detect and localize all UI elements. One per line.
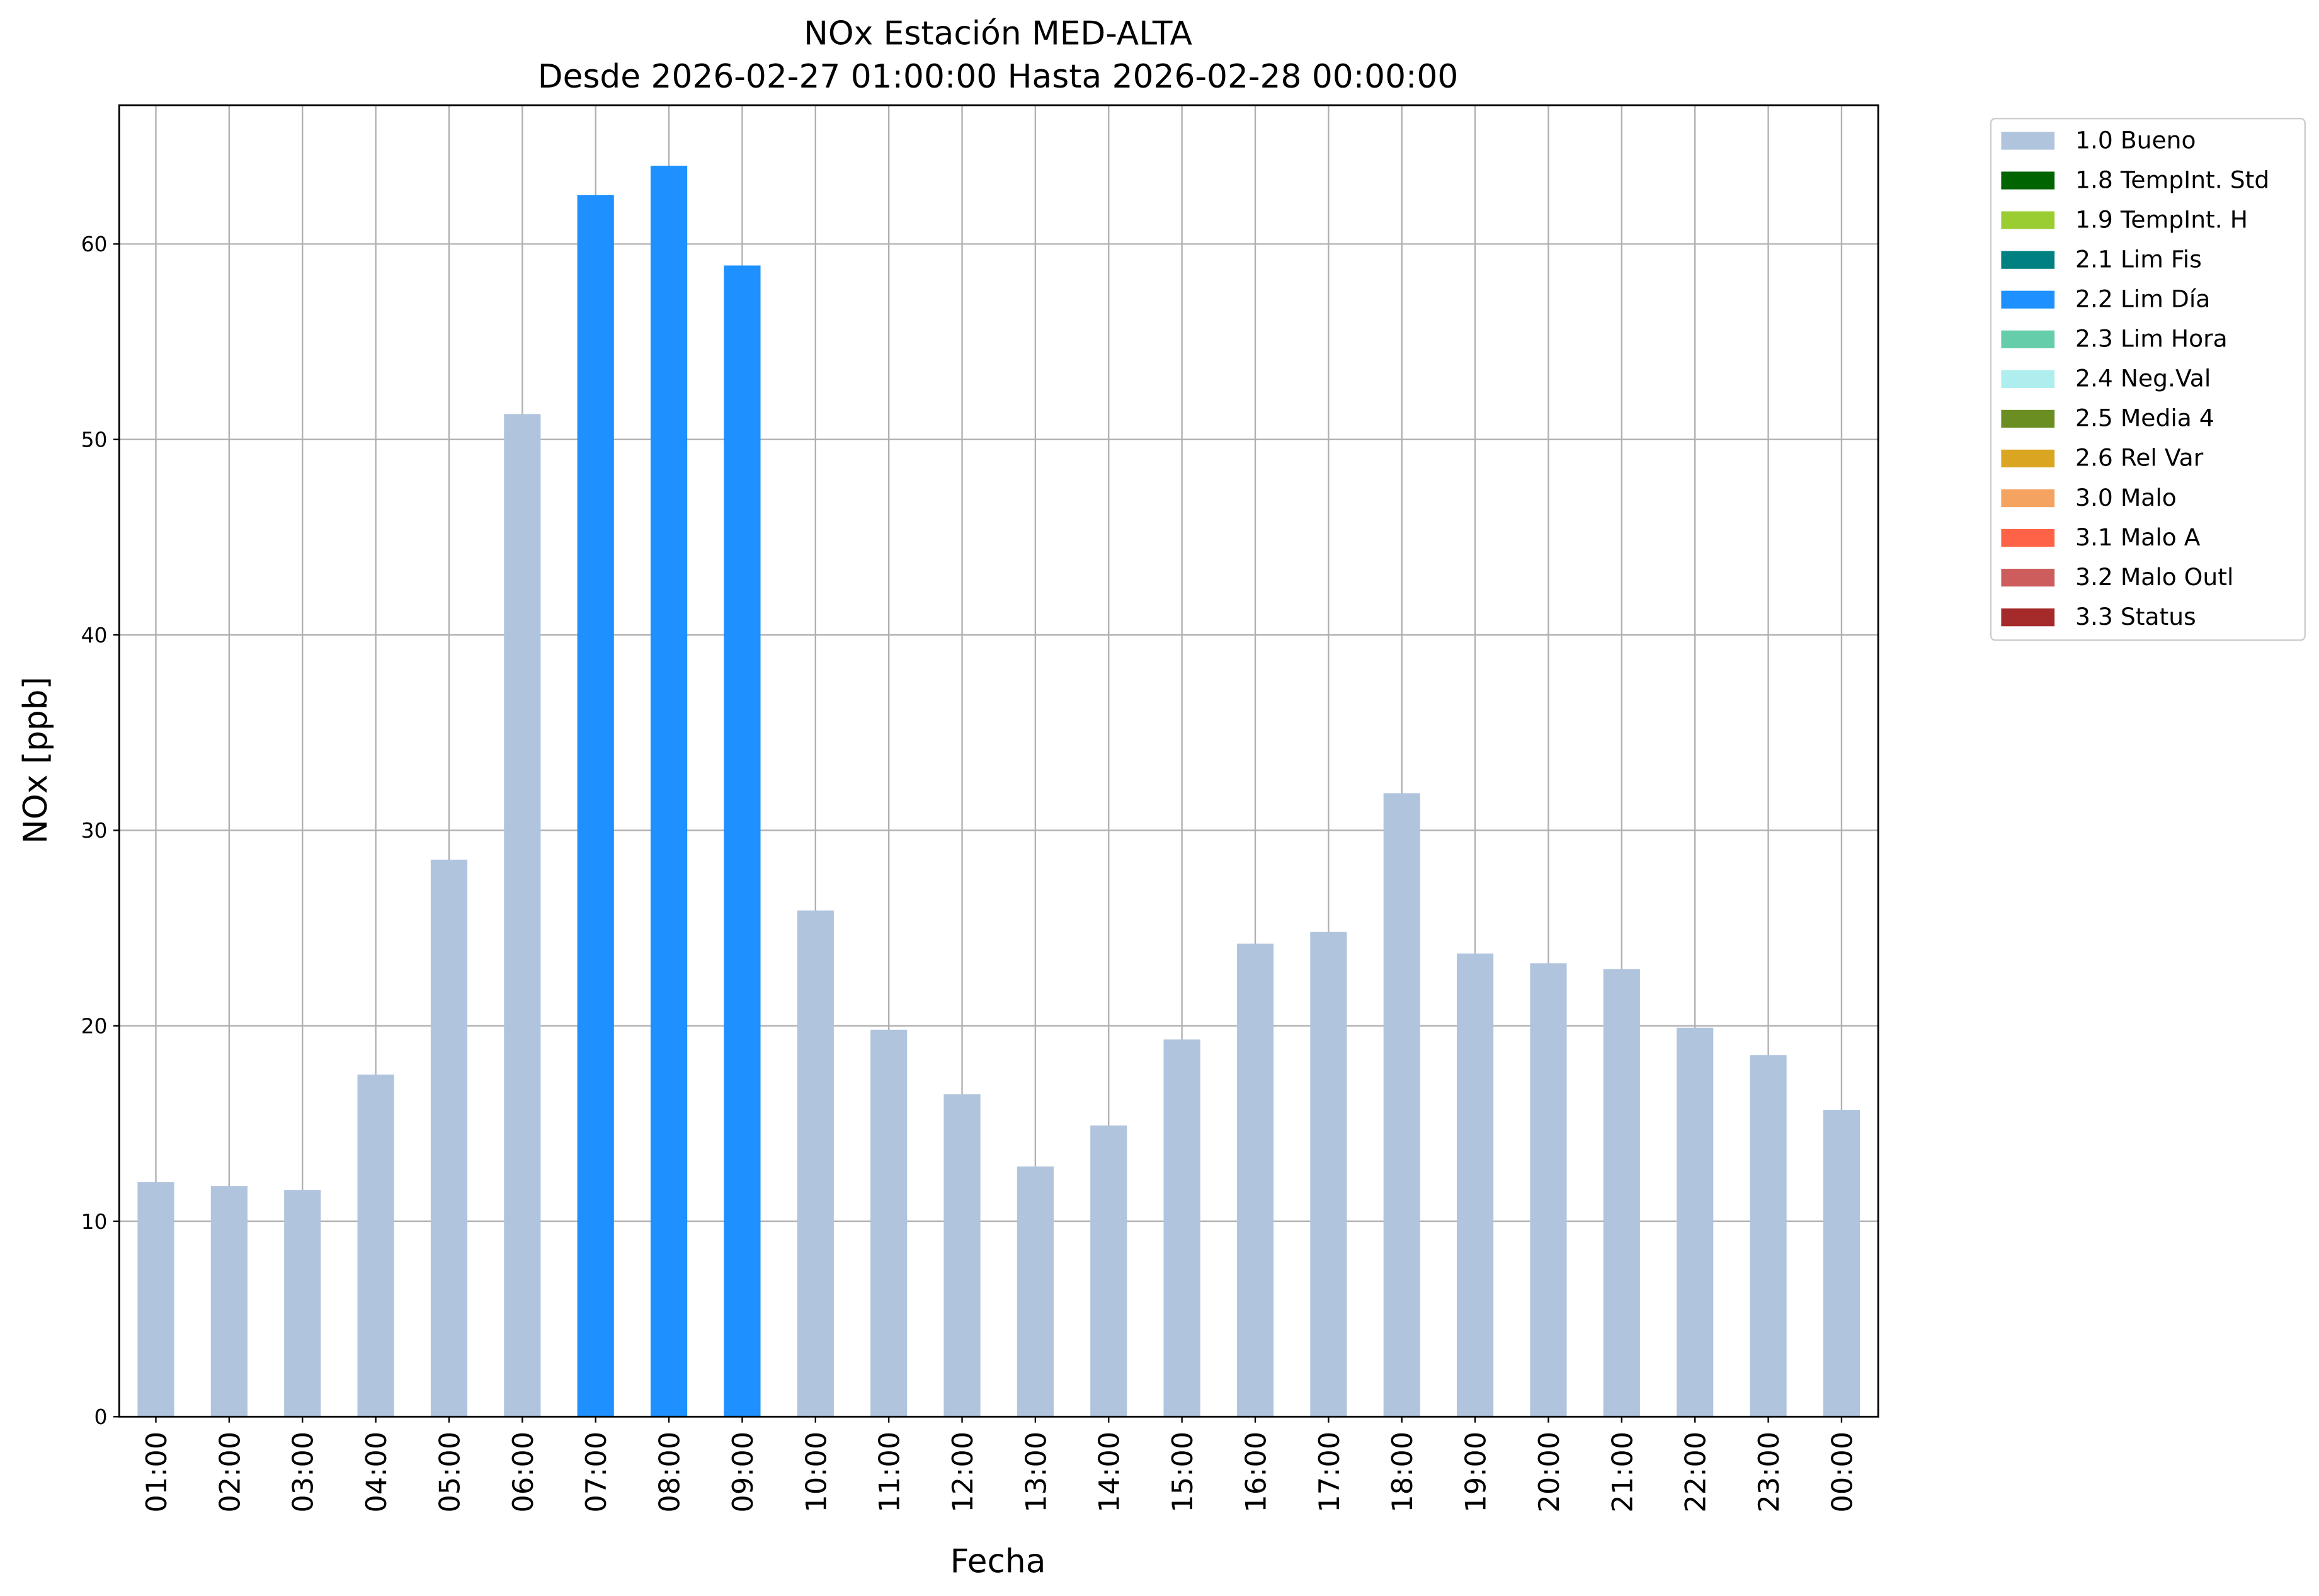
x-axis-label: Fecha [950,1542,1046,1580]
bar [1310,932,1347,1417]
bar [1823,1110,1860,1417]
x-tick-label: 02:00 [214,1432,246,1513]
chart-title: NOx Estación MED-ALTA [804,15,1192,53]
x-tick-label: 09:00 [727,1432,760,1513]
x-tick-label: 06:00 [507,1432,540,1513]
bar [1090,1125,1127,1417]
legend-swatch [2001,370,2055,388]
x-tick-label: 21:00 [1606,1432,1639,1513]
x-tick-label: 19:00 [1460,1432,1493,1513]
x-tick-label: 01:00 [140,1432,173,1513]
y-tick-label: 20 [81,1013,108,1038]
legend-label: 1.9 TempInt. H [2075,205,2248,233]
bar [210,1186,248,1417]
x-tick-label: 13:00 [1020,1432,1052,1513]
bar [577,195,614,1417]
y-tick-label: 40 [81,623,108,647]
x-tick-label: 07:00 [580,1432,613,1513]
legend-swatch [2001,290,2055,309]
x-tick-label: 14:00 [1093,1432,1126,1513]
legend-swatch [2001,608,2055,627]
legend-swatch [2001,569,2055,587]
bar [1236,943,1274,1417]
bar [284,1190,321,1417]
bar [724,265,761,1417]
legend-swatch [2001,330,2055,348]
y-axis-label: NOx [ppb] [17,676,55,843]
y-tick-label: 10 [81,1209,108,1234]
legend-swatch [2001,409,2055,428]
x-tick-label: 15:00 [1166,1432,1199,1513]
legend-swatch [2001,449,2055,468]
legend-label: 2.3 Lim Hora [2075,325,2228,353]
bar [1530,963,1567,1417]
legend-swatch [2001,132,2055,150]
x-tick-label: 05:00 [433,1432,466,1513]
y-tick-label: 60 [81,232,108,256]
legend-label: 2.1 Lim Fis [2075,245,2202,273]
bar [1163,1039,1200,1417]
legend-box [1990,118,2306,641]
bar [1383,793,1420,1417]
x-tick-label: 22:00 [1680,1432,1712,1513]
bar [1603,969,1640,1417]
x-tick-label: 08:00 [654,1432,687,1513]
chart-subtitle: Desde 2026-02-27 01:00:00 Hasta 2026-02-… [538,58,1459,96]
x-tick-label: 20:00 [1533,1432,1566,1513]
legend-label: 3.2 Malo Outl [2075,563,2233,591]
x-tick-label: 04:00 [360,1432,393,1513]
x-tick-label: 23:00 [1753,1432,1786,1513]
x-tick-label: 12:00 [947,1432,979,1513]
legend-swatch [2001,489,2055,508]
x-tick-label: 18:00 [1386,1432,1419,1513]
legend-swatch [2001,211,2055,229]
y-tick-label: 50 [81,427,108,452]
x-tick-label: 03:00 [287,1432,320,1513]
x-tick-label: 16:00 [1239,1432,1272,1513]
bar [797,910,834,1417]
bar [1457,953,1494,1417]
legend-label: 2.6 Rel Var [2075,444,2204,472]
legend-swatch [2001,251,2055,269]
legend-label: 3.3 Status [2075,603,2196,630]
legend-label: 2.4 Neg.Val [2075,365,2211,392]
bar [1677,1027,1714,1417]
x-tick-label: 10:00 [800,1432,833,1513]
y-tick-label: 30 [81,818,108,843]
legend-label: 3.0 Malo [2075,484,2177,511]
plot-frame [118,104,1879,1418]
legend-label: 2.5 Media 4 [2075,404,2214,432]
bar [137,1182,174,1417]
y-tick-label: 0 [94,1405,108,1429]
legend-label: 2.2 Lim Día [2075,285,2210,313]
legend-swatch [2001,171,2055,190]
x-tick-label: 11:00 [874,1432,906,1513]
legend-label: 1.8 TempInt. Std [2075,166,2269,193]
bar [650,166,688,1417]
bar [1750,1055,1787,1417]
bar [943,1094,981,1417]
x-tick-label: 00:00 [1826,1432,1859,1513]
bar [1017,1166,1054,1417]
legend-label: 3.1 Malo A [2075,523,2201,551]
legend-label: 1.0 Bueno [2075,126,2196,154]
bar [870,1029,908,1417]
bar [504,414,541,1417]
x-tick-label: 17:00 [1313,1432,1346,1513]
bar [357,1074,394,1417]
bar [430,859,468,1417]
legend-swatch [2001,528,2055,547]
